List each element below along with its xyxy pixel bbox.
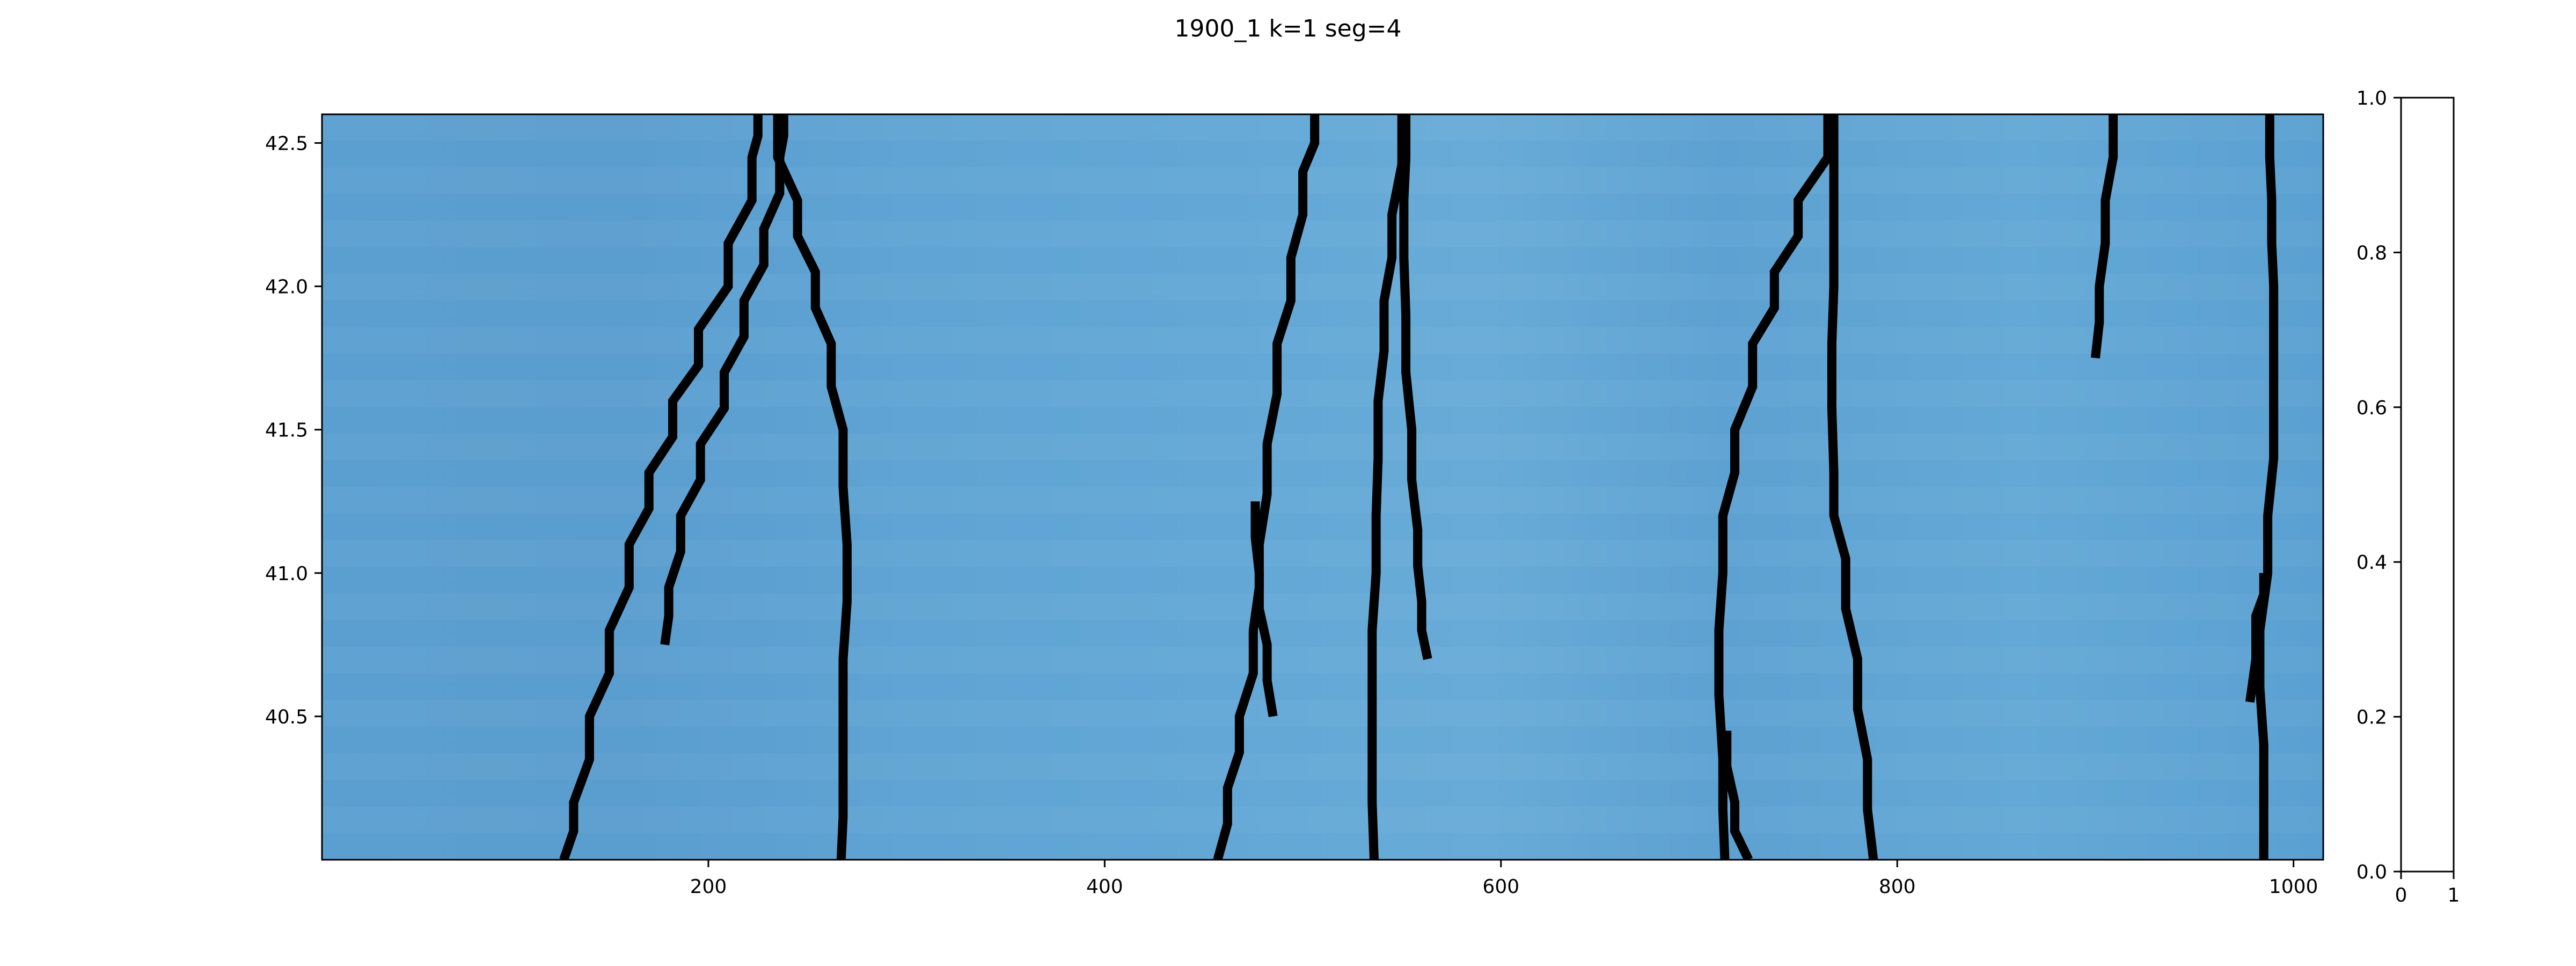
ridge-3 (773, 114, 852, 860)
heatmap-row-band (322, 647, 2323, 674)
x-tick-label: 600 (1482, 876, 1519, 898)
ridge-11 (2090, 114, 2118, 359)
colorbar-frame (2400, 97, 2455, 873)
ridge-4 (1213, 114, 1320, 860)
heatmap-background (322, 114, 2323, 860)
heatmap-row-band (322, 114, 2323, 141)
ridge-13 (2245, 573, 2268, 703)
ridge-1 (559, 114, 763, 860)
heatmap-row-band (322, 167, 2323, 194)
ridge-5 (1250, 501, 1278, 718)
main-axes: 200 400 600 800 1000 40.5 41.0 41.5 42.0 42.5 (265, 133, 2318, 898)
chart-title: 1900_1 k=1 seg=4 (1174, 15, 1402, 42)
ridge-2 (660, 114, 788, 646)
colorbar-x-tick-label: 1 (2448, 884, 2460, 906)
heatmap-row-band (322, 753, 2323, 780)
x-tick-label: 400 (1086, 876, 1123, 898)
colorbar-y-tick-label: 0.6 (2357, 397, 2387, 419)
colorbar-y-tick-label: 0.2 (2357, 707, 2387, 729)
ridge-10 (1827, 114, 1878, 860)
y-tick-label: 42.0 (265, 276, 308, 298)
colorbar-x-tick-label: 0 (2395, 884, 2407, 906)
colorbar-y-tick-label: 1.0 (2357, 87, 2387, 109)
ridge-6 (1367, 114, 1407, 860)
plot-frame (321, 113, 2324, 861)
colorbar-y-tick-label: 0.4 (2357, 552, 2387, 574)
heatmap-row-band (322, 487, 2323, 514)
ridge-12 (2255, 114, 2279, 860)
heatmap-row-band (322, 380, 2323, 407)
ridge-9 (1722, 730, 1753, 860)
ridge-lines (559, 114, 2279, 860)
heatmap-row-band (322, 274, 2323, 301)
y-tick-label: 40.5 (265, 706, 308, 728)
heatmap-row-band (322, 700, 2323, 727)
y-tick-label: 42.5 (265, 133, 308, 155)
heatmap-row-band (322, 540, 2323, 567)
colorbar-y-tick-label: 0.8 (2357, 242, 2387, 264)
y-tick-label: 41.0 (265, 563, 308, 585)
y-tick-label: 41.5 (265, 420, 308, 442)
heatmap-row-band (322, 807, 2323, 833)
ridge-7 (1399, 114, 1432, 660)
x-tick-label: 800 (1879, 876, 1916, 898)
heatmap-row-band (322, 327, 2323, 354)
colorbar-y-tick-label: 0.0 (2357, 861, 2387, 883)
x-tick-label: 1000 (2269, 876, 2318, 898)
ridge-8 (1714, 114, 1833, 860)
colorbar-axes: 0.0 0.2 0.4 0.6 0.8 1.0 0 1 (2357, 87, 2460, 906)
x-tick-label: 200 (690, 876, 727, 898)
heatmap-row-band (322, 434, 2323, 460)
heatmap-row-band (322, 221, 2323, 247)
